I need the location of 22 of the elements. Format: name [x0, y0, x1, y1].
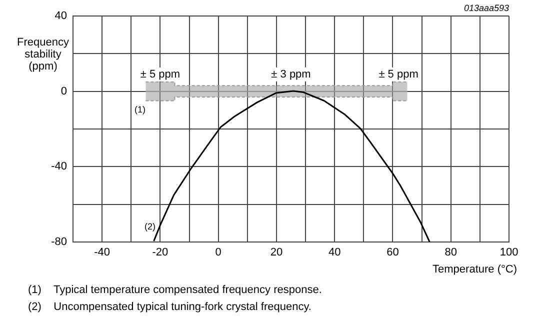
x-axis-title: Temperature (°C)	[432, 264, 517, 276]
annotation: ± 3 ppm	[271, 68, 311, 80]
x-tick-label: -40	[94, 246, 110, 259]
text: 013aaa593	[464, 3, 509, 13]
x-tick-label: -20	[152, 246, 168, 259]
y-tick-label: 0	[60, 85, 67, 98]
y-tick-label: -80	[51, 236, 67, 248]
x-tick-label: 20	[270, 246, 283, 259]
x-tick-label: 60	[386, 246, 399, 259]
x-tick-label: 100	[500, 246, 518, 259]
annotation: (2)	[144, 221, 156, 232]
y-tick-label: -40	[51, 160, 67, 173]
annotation: ± 5 ppm	[378, 68, 418, 80]
y-axis-title: Frequency stability (ppm)	[17, 36, 70, 73]
x-tick-label: 0	[215, 246, 222, 259]
x-tick-label: 40	[328, 246, 341, 259]
annotation: (1)	[134, 104, 146, 114]
annotation: ± 5 ppm	[140, 68, 180, 80]
y-tick-label: 40	[54, 10, 67, 22]
text: (2) Uncompensated typical tuning-fork crystal frequency.	[28, 300, 312, 315]
x-tick-label: 80	[444, 246, 457, 259]
text: (1) Typical temperature compensated frequency response.	[28, 283, 322, 298]
